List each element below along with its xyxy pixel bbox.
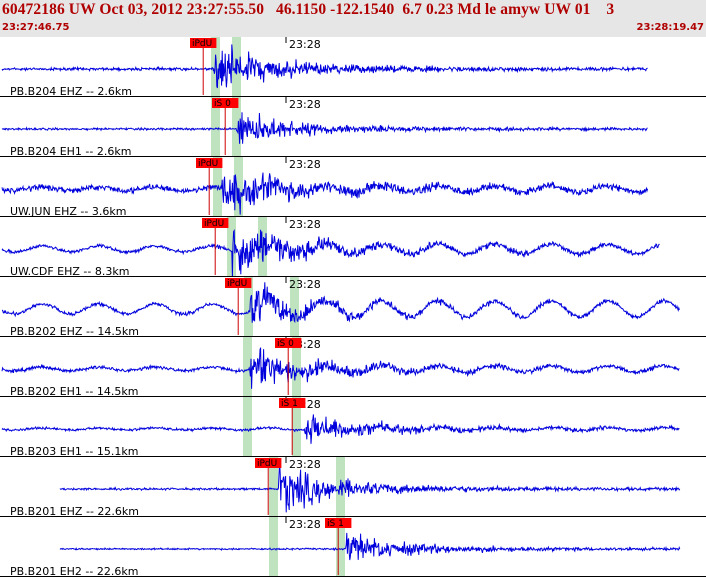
station-label: PB.B201 EH2 -- 22.6km bbox=[10, 565, 138, 578]
minute-tick-label: 23:28 bbox=[289, 458, 321, 471]
minute-tick-label: 23:28 bbox=[289, 518, 321, 531]
station-label: PB.B201 EHZ -- 22.6km bbox=[10, 505, 139, 518]
pick-label: iPdU bbox=[198, 159, 218, 169]
pick-window-band bbox=[269, 517, 278, 577]
station-label: UW.JUN EHZ -- 3.6km bbox=[10, 205, 126, 218]
pick-window-band bbox=[243, 337, 252, 397]
trace-row[interactable]: 23:28 iPdU PB.B204 EHZ -- 2.6km bbox=[0, 37, 706, 98]
pick-label: iPdU bbox=[192, 39, 212, 49]
waveform-trace bbox=[1, 112, 648, 144]
minute-tick-label: 23:28 bbox=[289, 98, 321, 111]
pick-window-band bbox=[269, 457, 278, 517]
minute-tick-label: 23:28 bbox=[289, 38, 321, 51]
pick-flag[interactable] bbox=[325, 518, 352, 528]
waveform-trace bbox=[1, 44, 648, 89]
event-header: 60472186 UW Oct 03, 2012 23:27:55.50 46.… bbox=[0, 0, 706, 37]
pick-flag[interactable] bbox=[255, 458, 282, 468]
event-title: 60472186 UW Oct 03, 2012 23:27:55.50 46.… bbox=[2, 1, 615, 18]
trace-row[interactable]: 23:28 iS 0 PB.B204 EH1 -- 2.6km bbox=[0, 97, 706, 158]
pick-window-band bbox=[292, 397, 301, 457]
pick-label: iPdU bbox=[257, 459, 277, 469]
pick-flag[interactable] bbox=[190, 38, 217, 48]
waveform-trace bbox=[1, 172, 649, 215]
station-label: PB.B204 EHZ -- 2.6km bbox=[10, 85, 132, 98]
waveform-trace bbox=[1, 347, 680, 389]
waveform-trace bbox=[59, 461, 681, 513]
minute-tick-label: 23:28 bbox=[289, 278, 321, 291]
pick-flag[interactable] bbox=[212, 98, 239, 108]
pick-window-band bbox=[234, 157, 243, 217]
pick-flag[interactable] bbox=[279, 398, 306, 408]
pick-label: iS 1 bbox=[281, 399, 298, 409]
pick-window-band bbox=[227, 217, 236, 277]
minute-tick-label: 23:28 bbox=[289, 218, 321, 231]
pick-label: iPdU bbox=[204, 219, 224, 229]
end-time-label: 23:28:19.47 bbox=[636, 22, 704, 33]
trace-row[interactable]: 23:28 iPdU PB.B201 EHZ -- 22.6km bbox=[0, 457, 706, 518]
pick-window-band bbox=[232, 97, 241, 157]
pick-window-band bbox=[336, 517, 345, 577]
pick-flag[interactable] bbox=[225, 278, 252, 288]
station-label: PB.B204 EH1 -- 2.6km bbox=[10, 145, 131, 158]
trace-row[interactable]: 23:28 iPdU PB.B202 EHZ -- 14.5km bbox=[0, 277, 706, 338]
pick-flag[interactable] bbox=[196, 158, 223, 168]
trace-row[interactable]: 23:28 iS 1 PB.B201 EH2 -- 22.6km bbox=[0, 517, 706, 578]
pick-label: iPdU bbox=[227, 279, 247, 289]
station-label: PB.B203 EH1 -- 15.1km bbox=[10, 445, 138, 458]
waveform-trace bbox=[59, 532, 681, 561]
pick-window-band bbox=[292, 337, 301, 397]
waveform-trace bbox=[1, 282, 680, 324]
waveform-trace bbox=[1, 228, 660, 277]
pick-window-band bbox=[243, 397, 252, 457]
pick-window-band bbox=[244, 277, 253, 337]
pick-window-band bbox=[211, 97, 220, 157]
seismogram-panel[interactable]: 23:28 iPdU PB.B204 EHZ -- 2.6km 23:28 iS 0 PB… bbox=[0, 37, 706, 578]
waveform-trace bbox=[1, 414, 680, 444]
pick-flag[interactable] bbox=[202, 218, 229, 228]
pick-label: iS 0 bbox=[277, 339, 294, 349]
trace-row[interactable]: 23:28 iPdU UW.JUN EHZ -- 3.6km bbox=[0, 157, 706, 218]
pick-label: iS 0 bbox=[214, 99, 231, 109]
station-label: PB.B202 EHZ -- 14.5km bbox=[10, 325, 139, 338]
minute-tick-label: 23:28 bbox=[289, 158, 321, 171]
station-label: UW.CDF EHZ -- 8.3km bbox=[10, 265, 129, 278]
pick-label: iS 1 bbox=[327, 519, 344, 529]
station-label: PB.B202 EH1 -- 14.5km bbox=[10, 385, 138, 398]
start-time-label: 23:27:46.75 bbox=[2, 22, 70, 33]
pick-flag[interactable] bbox=[275, 338, 302, 348]
pick-window-band bbox=[290, 277, 299, 337]
trace-row[interactable]: 23:28 iPdU UW.CDF EHZ -- 8.3km bbox=[0, 217, 706, 278]
